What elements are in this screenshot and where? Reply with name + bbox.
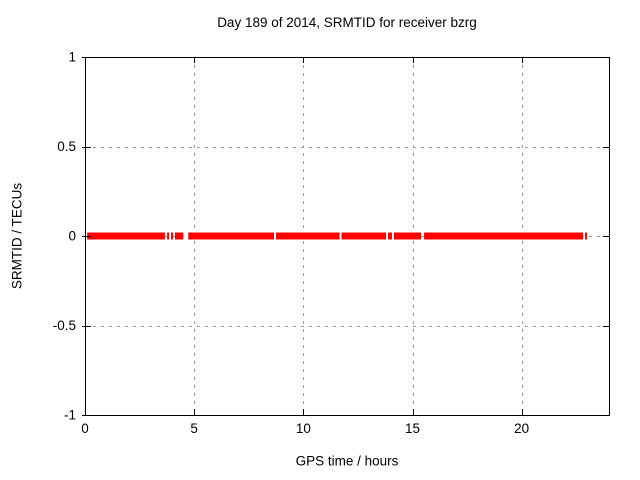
y-tick-label: -0.5 bbox=[53, 318, 76, 333]
chart-title: Day 189 of 2014, SRMTID for receiver bzr… bbox=[217, 15, 477, 30]
y-tick-label: 1 bbox=[68, 50, 76, 65]
x-tick-label: 10 bbox=[296, 421, 311, 436]
x-tick-label: 20 bbox=[514, 421, 529, 436]
x-tick-label: 0 bbox=[81, 421, 89, 436]
y-tick-label: 0.5 bbox=[57, 139, 76, 154]
x-axis-label: GPS time / hours bbox=[295, 453, 399, 469]
x-tick-label: 5 bbox=[190, 421, 198, 436]
x-tick-label: 15 bbox=[405, 421, 420, 436]
y-tick-label: 0 bbox=[68, 229, 76, 244]
y-tick-label: -1 bbox=[64, 408, 76, 423]
